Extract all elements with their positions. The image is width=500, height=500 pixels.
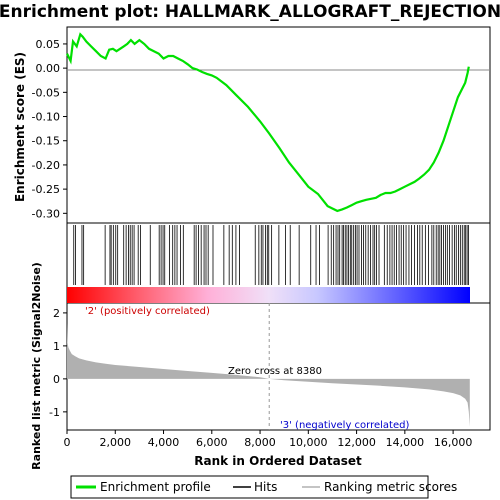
x-tick-label: 16,000 [434,436,473,449]
legend-label-hits: Hits [254,480,277,494]
x-tick-label: 12,000 [337,436,376,449]
es-y-tick-label: -0.30 [32,207,60,220]
metric-y-tick-label: 1 [53,340,60,353]
x-tick-label: 4,000 [148,436,180,449]
x-tick-label: 0 [64,436,71,449]
es-y-axis-ticks: 0.05 0.00 -0.05 -0.10 -0.15 -0.20 -0.25 -0.30 [32,38,67,220]
ranking-metric-area [67,322,470,427]
x-tick-label: 14,000 [386,436,425,449]
ranked-metric-area-group [67,322,470,427]
es-y-tick-label: -0.05 [32,86,60,99]
metric-y-axis-ticks: 2 1 0 -1 [49,307,67,419]
es-y-tick-label: 0.00 [36,62,61,75]
es-y-tick-label: -0.15 [32,135,60,148]
positive-correlation-label: '2' (positively correlated) [85,306,210,317]
metric-y-tick-label: 0 [53,373,60,386]
hit-marks-group [73,225,469,285]
x-axis-label: Rank in Ordered Dataset [194,454,362,468]
ranking-heat-strip [67,287,470,303]
zero-cross-label: Zero cross at 8380 [228,366,322,377]
x-tick-label: 6,000 [196,436,228,449]
es-y-tick-label: 0.05 [36,38,61,51]
negative-correlation-label: '3' (negatively correlated) [280,420,409,431]
enrichment-curve-group [66,32,470,213]
x-tick-label: 8,000 [244,436,276,449]
es-y-tick-label: -0.25 [32,183,60,196]
es-panel-frame [66,26,491,224]
es-y-tick-label: -0.10 [32,111,60,124]
legend-label-enrichment: Enrichment profile [100,480,211,494]
metric-y-tick-label: -1 [49,406,60,419]
x-tick-label: 2,000 [100,436,132,449]
metric-y-tick-label: 2 [53,307,60,320]
enrichment-profile-line [66,32,470,213]
x-tick-label: 10,000 [289,436,328,449]
metric-x-axis-ticks: 0 2,000 4,000 6,000 8,000 10,000 12,000 14,000 1… [64,430,473,449]
es-y-axis-label: Enrichment score (ES) [13,52,27,202]
es-y-tick-label: -0.20 [32,159,60,172]
legend-label-metric: Ranking metric scores [324,480,457,494]
chart-title: Enrichment plot: HALLMARK_ALLOGRAFT_REJE… [0,2,500,22]
metric-y-axis-label: Ranked list metric (Signal2Noise) [30,262,43,470]
